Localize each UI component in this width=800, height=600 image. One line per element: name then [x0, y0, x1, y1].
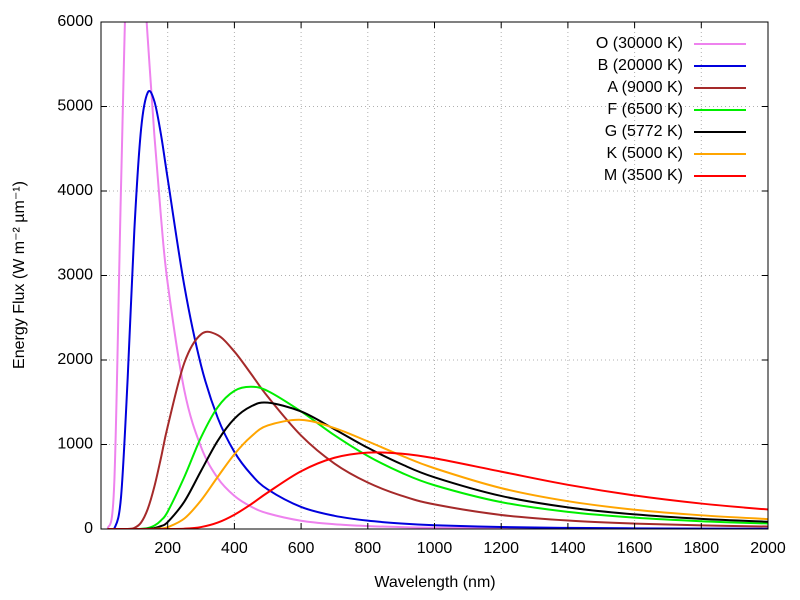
y-tick-label: 3000: [57, 267, 93, 284]
curve: [107, 401, 768, 529]
y-axis-label: Energy Flux (W m⁻² µm⁻¹): [11, 181, 28, 369]
legend-label: A (9000 K): [607, 79, 683, 96]
x-tick-label: 1000: [417, 540, 453, 557]
x-tick-label: 1200: [483, 540, 519, 557]
curve: [107, 89, 768, 529]
legend-label: O (30000 K): [596, 35, 683, 52]
x-tick-label: 2000: [750, 540, 786, 557]
x-tick-label: 800: [354, 540, 381, 557]
legend-label: F (6500 K): [607, 101, 683, 118]
x-tick-label: 1800: [684, 540, 720, 557]
x-tick-label: 1400: [550, 540, 586, 557]
grid: [101, 21, 769, 530]
legend-label: B (20000 K): [598, 57, 683, 74]
legend: O (30000 K) B (20000 K) A (9000 K) F (6500 …: [596, 35, 746, 184]
y-tick-label: 5000: [57, 98, 93, 115]
x-axis-label: Wavelength (nm): [374, 574, 495, 591]
y-tick-label: 1000: [57, 436, 93, 453]
curve: [106, 22, 768, 529]
curve: [107, 330, 768, 529]
y-tick-label: 0: [84, 520, 93, 537]
ticks: 0 1000 2000 3000 4000 5000 6000 200 400 600 800 100…: [57, 13, 785, 557]
x-tick-label: 1600: [617, 540, 653, 557]
y-tick-label: 4000: [57, 182, 93, 199]
legend-label: G (5772 K): [605, 123, 683, 140]
x-tick-label: 600: [288, 540, 315, 557]
x-tick-label: 400: [221, 540, 248, 557]
legend-label: M (3500 K): [604, 167, 683, 184]
legend-label: K (5000 K): [607, 145, 683, 162]
curve: [107, 418, 768, 529]
x-tick-label: 200: [154, 540, 181, 557]
curve: [107, 451, 768, 529]
y-tick-label: 2000: [57, 351, 93, 368]
y-tick-label: 6000: [57, 13, 93, 30]
